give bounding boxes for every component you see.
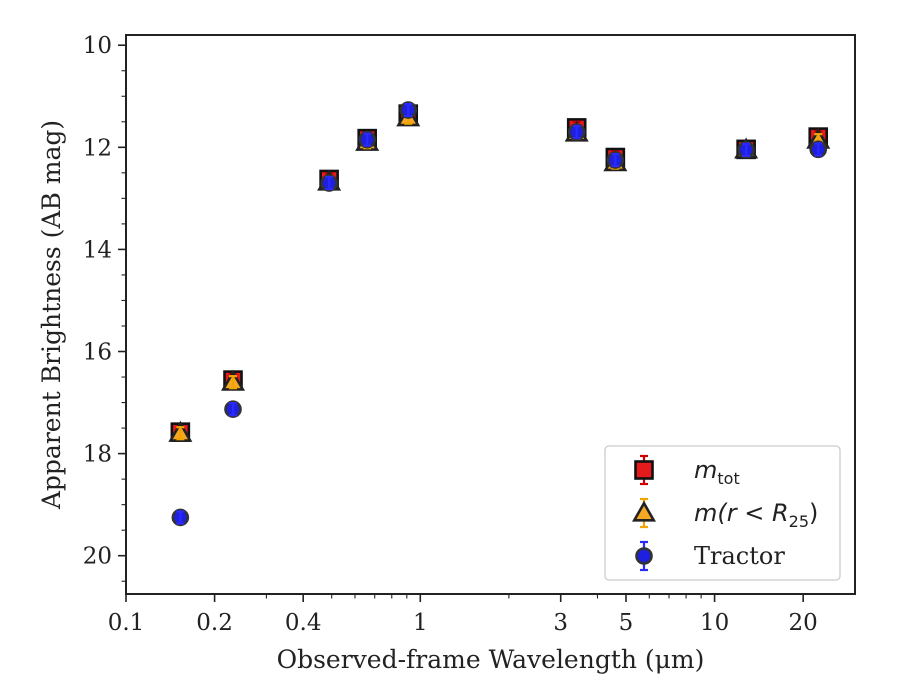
axes-frame bbox=[125, 34, 856, 595]
y-tick-label: 10 bbox=[83, 33, 112, 59]
data-series bbox=[168, 101, 831, 527]
data-point-error-bar bbox=[814, 142, 823, 157]
data-point-error-bar bbox=[611, 152, 620, 168]
data-point-error-bar bbox=[229, 402, 238, 417]
series-circle bbox=[171, 101, 828, 527]
y-tick-label: 18 bbox=[83, 442, 112, 468]
data-point-error-bar bbox=[404, 102, 413, 118]
x-tick-label: 1 bbox=[413, 610, 428, 636]
x-tick-label: 20 bbox=[789, 610, 818, 636]
x-axis-ticks: 0.1 0.2 0.4 1 3 5 10 20 bbox=[108, 594, 818, 636]
data-point-error-bar bbox=[325, 175, 334, 191]
legend-label: Tractor bbox=[694, 542, 785, 570]
data-point-error-bar bbox=[176, 426, 185, 441]
legend-marker-triangle bbox=[631, 500, 657, 522]
x-tick-label: 5 bbox=[619, 610, 634, 636]
y-tick-label: 20 bbox=[83, 544, 112, 570]
legend-box bbox=[604, 445, 841, 581]
data-point-error-bar bbox=[176, 510, 185, 525]
data-point-error-bar bbox=[363, 132, 372, 147]
data-point-error-bar bbox=[742, 142, 751, 157]
legend-label: mtot bbox=[694, 456, 740, 488]
x-tick-label: 0.2 bbox=[196, 610, 233, 636]
legend-marker-square bbox=[634, 460, 654, 480]
y-tick-label: 12 bbox=[83, 135, 112, 161]
x-tick-label: 0.4 bbox=[285, 610, 322, 636]
series-square bbox=[170, 104, 829, 442]
legend: mtot m(r < R25) Tractor bbox=[604, 445, 841, 581]
series-triangle bbox=[168, 105, 831, 442]
y-axis-label: Apparent Brightness (AB mag) bbox=[37, 120, 66, 510]
x-tick-label: 3 bbox=[553, 610, 568, 636]
x-tick-label: 0.1 bbox=[108, 610, 145, 636]
data-point-error-bar bbox=[572, 124, 581, 140]
y-tick-label: 14 bbox=[83, 237, 112, 263]
y-tick-label: 16 bbox=[83, 340, 112, 366]
data-point-error-bar bbox=[229, 375, 238, 390]
legend-marker-circle bbox=[635, 547, 653, 565]
x-axis-label: Observed-frame Wavelength (μm) bbox=[277, 645, 705, 674]
x-tick-label: 10 bbox=[700, 610, 729, 636]
legend-label: m(r < R25) bbox=[694, 499, 818, 531]
y-axis-ticks: 10 12 14 16 18 20 bbox=[83, 33, 126, 582]
